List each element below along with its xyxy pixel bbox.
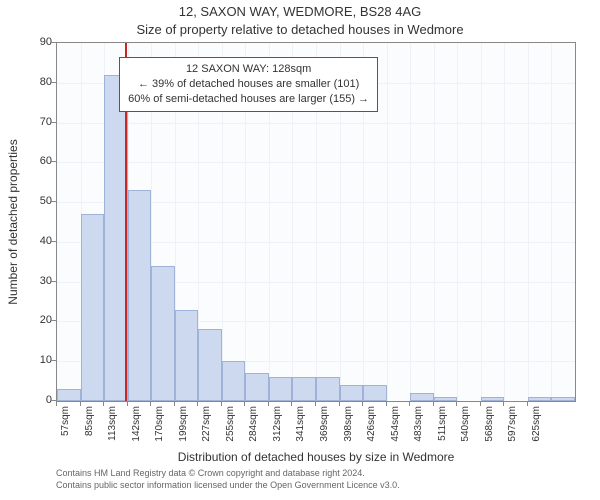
y-tick-mark (50, 281, 56, 282)
gridline-v (481, 43, 482, 401)
x-tick-mark (80, 401, 81, 406)
histogram-bar (410, 393, 434, 401)
gridline-v (434, 43, 435, 401)
histogram-bar (434, 397, 458, 401)
x-tick-mark (433, 401, 434, 406)
callout-line-2: ← 39% of detached houses are smaller (10… (128, 77, 369, 92)
y-tick-label: 80 (26, 76, 52, 88)
histogram-bar (175, 310, 199, 401)
y-tick-mark (50, 122, 56, 123)
x-tick-label: 426sqm (366, 406, 377, 450)
x-tick-mark (409, 401, 410, 406)
y-tick-mark (50, 201, 56, 202)
histogram-bar (198, 329, 222, 401)
x-tick-mark (527, 401, 528, 406)
x-tick-label: 284sqm (248, 406, 259, 450)
x-tick-mark (291, 401, 292, 406)
histogram-bar (481, 397, 505, 401)
y-tick-mark (50, 161, 56, 162)
histogram-bar (57, 389, 81, 401)
footer-line-2: Contains public sector information licen… (56, 480, 576, 492)
y-tick-label: 20 (26, 314, 52, 326)
y-tick-mark (50, 241, 56, 242)
y-tick-label: 60 (26, 155, 52, 167)
x-tick-mark (56, 401, 57, 406)
y-tick-label: 30 (26, 275, 52, 287)
x-tick-label: 483sqm (413, 406, 424, 450)
x-tick-label: 369sqm (319, 406, 330, 450)
x-tick-label: 113sqm (107, 406, 118, 450)
x-tick-mark (456, 401, 457, 406)
callout-line-3: 60% of semi-detached houses are larger (… (128, 92, 369, 107)
x-tick-label: 341sqm (295, 406, 306, 450)
y-tick-mark (50, 360, 56, 361)
y-tick-label: 50 (26, 195, 52, 207)
y-tick-label: 90 (26, 36, 52, 48)
x-tick-mark (339, 401, 340, 406)
x-tick-mark (244, 401, 245, 406)
y-axis-label: Number of detached properties (6, 42, 24, 402)
x-tick-mark (480, 401, 481, 406)
x-tick-label: 597sqm (507, 406, 518, 450)
x-tick-mark (503, 401, 504, 406)
gridline-v (410, 43, 411, 401)
histogram-bar (528, 397, 552, 401)
x-tick-mark (386, 401, 387, 406)
x-tick-mark (315, 401, 316, 406)
x-tick-label: 540sqm (460, 406, 471, 450)
histogram-bar (128, 190, 152, 401)
callout-box: 12 SAXON WAY: 128sqm← 39% of detached ho… (119, 57, 378, 112)
gridline-v (387, 43, 388, 401)
x-tick-label: 255sqm (225, 406, 236, 450)
footer-attribution: Contains HM Land Registry data © Crown c… (56, 468, 576, 491)
chart-title-address: 12, SAXON WAY, WEDMORE, BS28 4AG (0, 4, 600, 19)
x-tick-label: 568sqm (484, 406, 495, 450)
y-tick-mark (50, 42, 56, 43)
x-tick-label: 142sqm (131, 406, 142, 450)
histogram-bar (81, 214, 105, 401)
callout-line-1: 12 SAXON WAY: 128sqm (128, 62, 369, 77)
x-tick-label: 85sqm (84, 406, 95, 450)
x-tick-mark (221, 401, 222, 406)
y-tick-label: 70 (26, 116, 52, 128)
y-tick-mark (50, 320, 56, 321)
histogram-bar (363, 385, 387, 401)
histogram-bar (551, 397, 575, 401)
x-tick-label: 199sqm (178, 406, 189, 450)
histogram-bar (292, 377, 316, 401)
x-axis-label: Distribution of detached houses by size … (56, 450, 576, 464)
gridline-v (528, 43, 529, 401)
gridline-v (457, 43, 458, 401)
y-tick-label: 0 (26, 394, 52, 406)
y-tick-label: 40 (26, 235, 52, 247)
x-tick-label: 511sqm (437, 406, 448, 450)
x-tick-label: 625sqm (531, 406, 542, 450)
gridline-v (504, 43, 505, 401)
gridline-v (551, 43, 552, 401)
plot-area: 12 SAXON WAY: 128sqm← 39% of detached ho… (56, 42, 576, 402)
x-tick-mark (197, 401, 198, 406)
x-tick-mark (174, 401, 175, 406)
x-tick-mark (103, 401, 104, 406)
x-tick-label: 454sqm (390, 406, 401, 450)
histogram-bar (269, 377, 293, 401)
x-tick-label: 170sqm (154, 406, 165, 450)
x-tick-mark (150, 401, 151, 406)
chart-subtitle: Size of property relative to detached ho… (0, 22, 600, 37)
y-tick-label: 10 (26, 354, 52, 366)
x-tick-label: 398sqm (343, 406, 354, 450)
histogram-bar (340, 385, 364, 401)
histogram-bar (316, 377, 340, 401)
histogram-bar (222, 361, 246, 401)
x-tick-label: 57sqm (60, 406, 71, 450)
x-tick-mark (268, 401, 269, 406)
footer-line-1: Contains HM Land Registry data © Crown c… (56, 468, 576, 480)
x-tick-label: 312sqm (272, 406, 283, 450)
x-tick-mark (127, 401, 128, 406)
histogram-bar (151, 266, 175, 401)
y-tick-mark (50, 82, 56, 83)
x-tick-mark (362, 401, 363, 406)
histogram-bar (245, 373, 269, 401)
x-tick-label: 227sqm (201, 406, 212, 450)
